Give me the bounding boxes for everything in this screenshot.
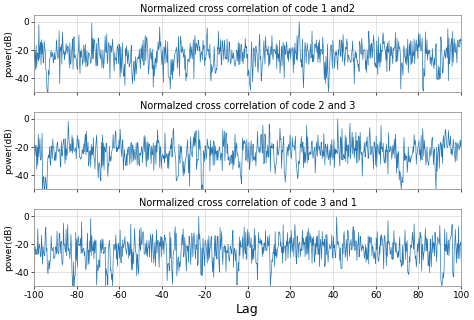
X-axis label: Lag: Lag [236, 303, 259, 316]
Y-axis label: power(dB): power(dB) [4, 224, 13, 271]
Y-axis label: power(dB): power(dB) [4, 30, 13, 77]
Y-axis label: power(dB): power(dB) [4, 127, 13, 174]
Title: Normalized cross correlation of code 3 and 1: Normalized cross correlation of code 3 a… [138, 198, 356, 208]
Title: Normalzed cross correlation of code 2 and 3: Normalzed cross correlation of code 2 an… [140, 101, 356, 111]
Title: Normalized cross correlation of code 1 and2: Normalized cross correlation of code 1 a… [140, 4, 355, 14]
